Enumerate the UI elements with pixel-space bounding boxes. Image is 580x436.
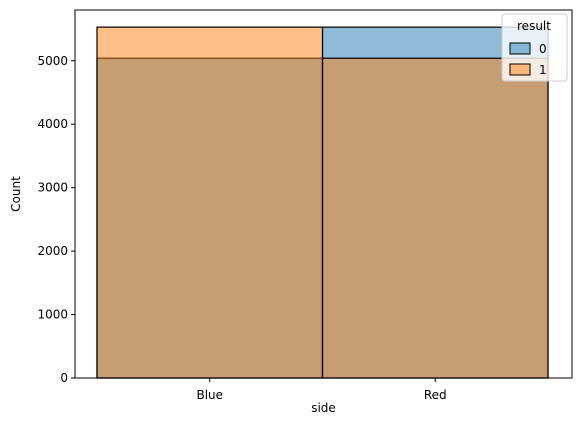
legend-title: result	[517, 19, 551, 33]
y-axis-label: Count	[9, 176, 23, 212]
x-tick-label: Blue	[196, 388, 223, 402]
y-tick-label: 0	[60, 371, 68, 385]
y-tick-label: 1000	[37, 308, 68, 322]
y-tick-label: 4000	[37, 117, 68, 131]
legend-swatch-1	[509, 63, 531, 76]
y-tick-label: 5000	[37, 54, 68, 68]
legend: result 0 1	[501, 13, 568, 82]
legend-label-0: 0	[539, 42, 547, 56]
legend-label-1: 1	[539, 63, 547, 77]
y-tick-label: 3000	[37, 181, 68, 195]
x-tick-label: Red	[424, 388, 447, 402]
x-axis-label: side	[311, 401, 336, 415]
plot-area-frame	[74, 9, 573, 379]
bar-result-1-blue	[96, 26, 324, 379]
bar-result-1-red	[321, 57, 549, 379]
legend-swatch-0	[509, 42, 531, 55]
y-tick-label: 2000	[37, 244, 68, 258]
